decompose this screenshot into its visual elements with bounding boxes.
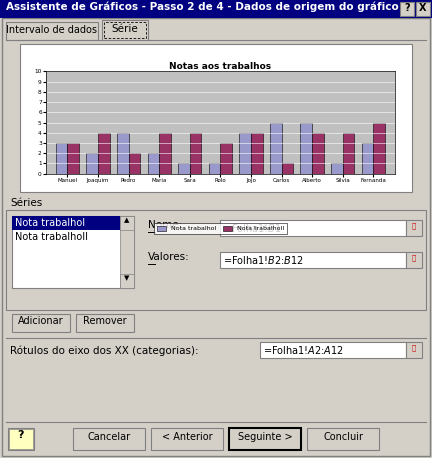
Bar <box>220 220 406 236</box>
Bar <box>239 133 251 174</box>
Bar <box>270 123 282 174</box>
Bar <box>307 428 379 450</box>
Bar <box>229 428 301 450</box>
Bar <box>147 153 159 174</box>
Bar <box>151 428 223 450</box>
Text: Remover: Remover <box>83 316 127 326</box>
Bar <box>406 342 422 358</box>
Text: ▼: ▼ <box>124 275 130 281</box>
Bar <box>312 133 324 174</box>
Bar <box>343 133 354 174</box>
Text: Série: Série <box>111 24 138 34</box>
Bar <box>178 164 190 174</box>
Bar <box>362 143 373 174</box>
Bar <box>220 252 406 268</box>
Bar <box>12 216 134 288</box>
Bar <box>86 153 98 174</box>
Bar <box>220 143 232 174</box>
Bar <box>209 164 220 174</box>
Text: < Anterior: < Anterior <box>162 432 212 442</box>
Text: Nome:: Nome: <box>148 220 182 230</box>
Bar <box>117 133 129 174</box>
Bar <box>416 2 430 16</box>
Text: =Folha1!$B$2:$B$12: =Folha1!$B$2:$B$12 <box>223 254 304 266</box>
Text: 🔴: 🔴 <box>412 222 416 229</box>
Text: Nota trabalhoI: Nota trabalhoI <box>15 218 85 228</box>
Text: Séries: Séries <box>10 198 42 208</box>
Text: ?: ? <box>404 3 410 13</box>
Text: ▲: ▲ <box>124 217 130 223</box>
Bar <box>120 216 134 288</box>
Bar <box>251 133 263 174</box>
Bar <box>282 164 293 174</box>
Text: Valores:: Valores: <box>148 252 190 262</box>
Bar <box>102 20 148 40</box>
Text: Intervalo de dados: Intervalo de dados <box>6 25 98 35</box>
Text: 🔴: 🔴 <box>412 344 416 351</box>
Bar <box>104 22 146 38</box>
Bar <box>6 210 426 310</box>
Bar <box>120 274 134 288</box>
Bar <box>73 428 145 450</box>
Bar <box>20 44 412 192</box>
Text: Adicionar: Adicionar <box>18 316 64 326</box>
Text: =Folha1!$A$2:$A$12: =Folha1!$A$2:$A$12 <box>263 344 344 356</box>
Text: Concluir: Concluir <box>323 432 363 442</box>
Bar <box>159 133 171 174</box>
Bar <box>373 123 385 174</box>
Text: Seguinte >: Seguinte > <box>238 432 292 442</box>
Bar <box>56 143 67 174</box>
Text: Nota trabalhoII: Nota trabalhoII <box>15 232 88 242</box>
Legend: Nota trabalhoI, Nota trabalhoII: Nota trabalhoI, Nota trabalhoII <box>154 223 287 234</box>
Bar <box>67 143 79 174</box>
Bar <box>120 216 134 230</box>
Bar <box>301 123 312 174</box>
Bar <box>12 314 70 332</box>
Text: ?: ? <box>18 430 24 440</box>
Bar <box>6 22 98 40</box>
Title: Notas aos trabalhos: Notas aos trabalhos <box>169 62 271 71</box>
Bar <box>129 153 140 174</box>
Text: Assistente de Gráficos - Passo 2 de 4 - Dados de origem do gráfico: Assistente de Gráficos - Passo 2 de 4 - … <box>6 1 399 11</box>
Bar <box>98 133 110 174</box>
Bar <box>12 216 120 230</box>
Bar <box>0 0 432 18</box>
Bar <box>400 2 414 16</box>
Bar <box>406 252 422 268</box>
Text: 🔴: 🔴 <box>412 254 416 261</box>
Bar <box>331 164 343 174</box>
Bar <box>190 133 201 174</box>
Bar <box>8 428 34 450</box>
Bar <box>9 429 33 449</box>
Text: =Folha1!$B$1: =Folha1!$B$1 <box>223 222 282 234</box>
Text: Rótulos do eixo dos XX (categorias):: Rótulos do eixo dos XX (categorias): <box>10 345 199 355</box>
Bar <box>76 314 134 332</box>
Text: X: X <box>419 3 427 13</box>
Bar <box>260 342 406 358</box>
Text: Cancelar: Cancelar <box>87 432 130 442</box>
Bar <box>406 220 422 236</box>
